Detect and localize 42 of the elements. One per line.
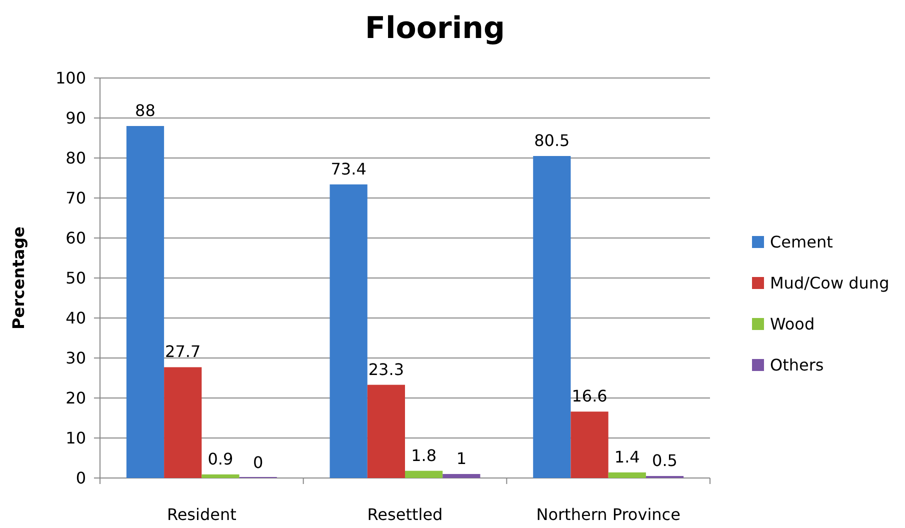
y-tick-label: 0 <box>76 468 86 488</box>
data-label: 1.8 <box>411 446 437 465</box>
data-label: 1.4 <box>614 447 640 466</box>
bar <box>533 156 571 478</box>
legend-label: Cement <box>770 232 833 252</box>
y-tick-label: 40 <box>66 308 86 328</box>
data-label: 27.7 <box>165 342 201 362</box>
bar <box>330 184 368 478</box>
data-label: 1 <box>456 449 467 468</box>
bar <box>442 474 480 478</box>
bar <box>405 470 443 478</box>
data-label: 0.9 <box>208 449 234 468</box>
y-tick-label: 50 <box>66 268 86 288</box>
bar <box>367 384 405 478</box>
legend-label: Mud/Cow dung <box>770 274 890 293</box>
bar <box>202 474 240 478</box>
data-label: 88 <box>135 101 156 120</box>
data-label: 23.3 <box>368 360 404 379</box>
x-tick-label: Resettled <box>367 505 443 524</box>
bar <box>126 126 164 478</box>
data-label: 80.5 <box>534 131 570 150</box>
legend-label: Others <box>770 356 824 375</box>
y-tick-label: 10 <box>66 428 86 448</box>
bar <box>570 412 608 478</box>
data-label: 0 <box>253 453 264 472</box>
x-tick-label: Resident <box>166 505 236 524</box>
y-tick-label: 20 <box>66 388 86 408</box>
bar <box>164 367 202 478</box>
y-tick-label: 60 <box>66 228 86 248</box>
data-label: 73.4 <box>330 159 366 178</box>
chart-title: Flooring <box>365 11 505 46</box>
y-tick-label: 100 <box>55 68 86 88</box>
bar <box>608 472 646 478</box>
y-tick-label: 30 <box>66 348 86 368</box>
y-tick-label: 70 <box>66 188 86 208</box>
legend-label: Wood <box>770 314 815 334</box>
y-axis-title: Percentage <box>9 226 28 330</box>
y-tick-label: 80 <box>66 148 86 168</box>
data-label: 0.5 <box>652 451 678 470</box>
data-label: 16.6 <box>572 386 608 406</box>
x-tick-label: Northern Province <box>536 505 680 524</box>
y-tick-label: 90 <box>66 108 86 128</box>
